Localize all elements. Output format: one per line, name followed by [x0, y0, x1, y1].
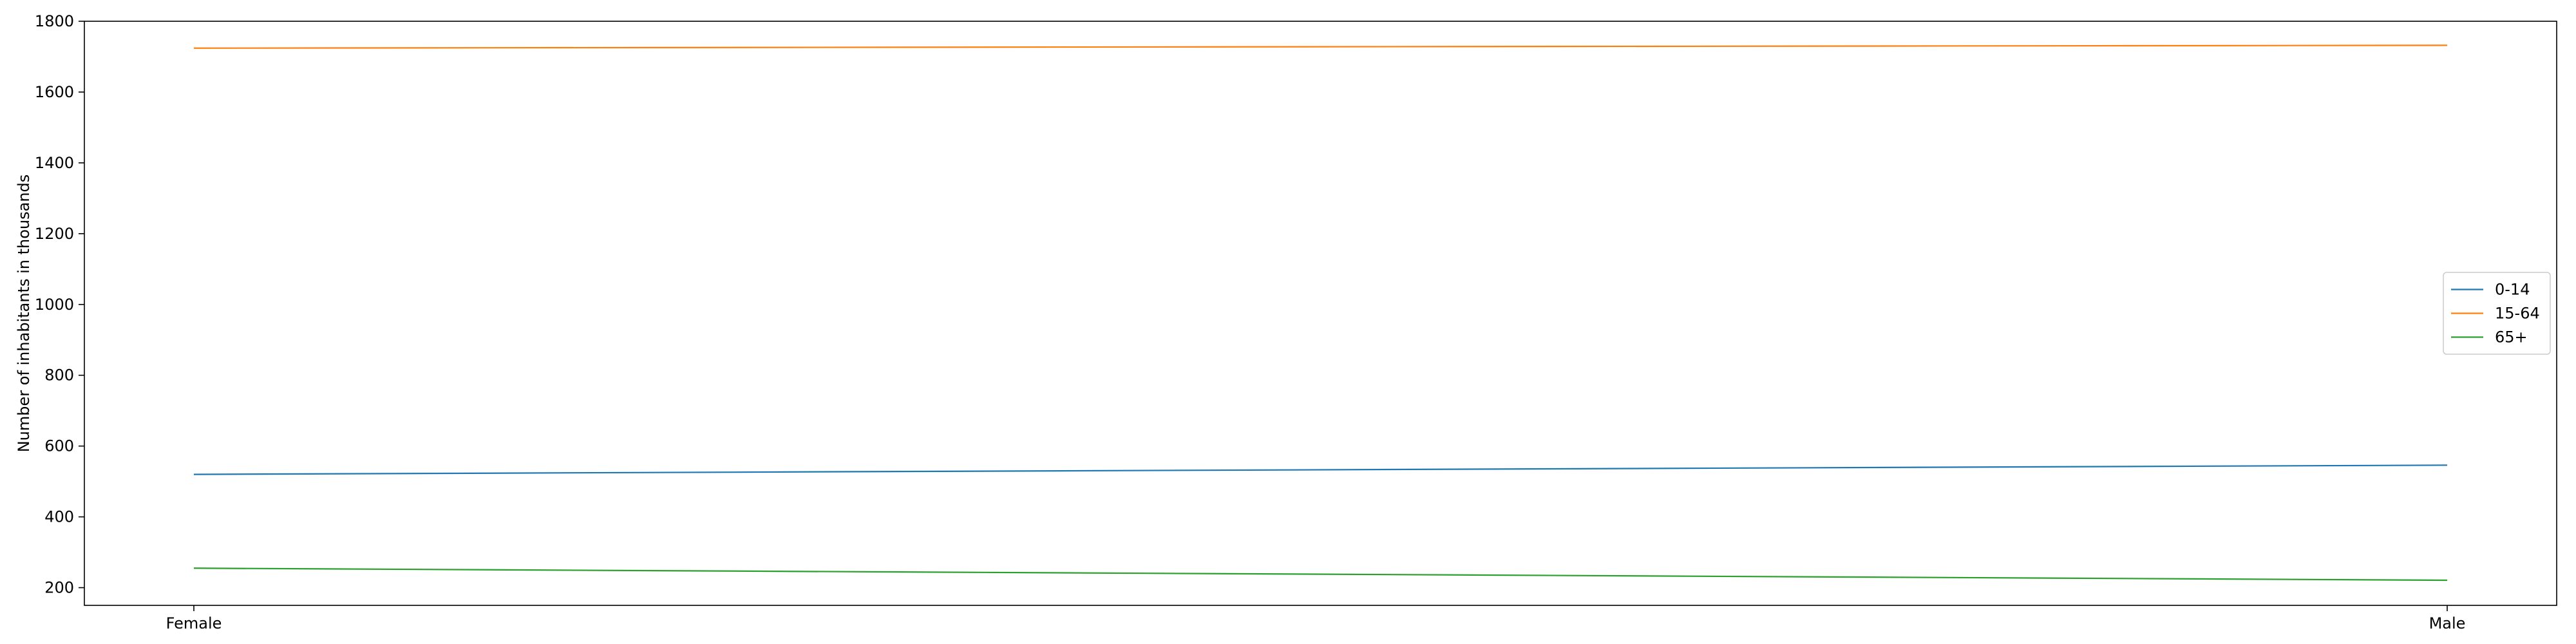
y-tick-label: 1600: [35, 83, 74, 101]
y-tick-label: 1400: [35, 154, 74, 172]
legend-label: 65+: [2495, 328, 2528, 346]
x-tick-label: Female: [166, 614, 222, 632]
x-axis: Female Male: [166, 605, 2466, 632]
series-line-65+: [193, 567, 2448, 582]
series-layer: [193, 44, 2448, 582]
y-axis-label: Number of inhabitants in thousands: [15, 175, 33, 453]
series-line-0-14: [193, 464, 2448, 475]
y-tick-label: 1200: [35, 225, 74, 243]
legend-label: 0-14: [2495, 281, 2530, 299]
y-tick-label: 200: [44, 579, 74, 597]
y-tick-label: 1800: [35, 12, 74, 30]
legend-label: 15-64: [2495, 305, 2540, 323]
legend: 0-14 15-64 65+: [2443, 272, 2551, 355]
y-tick-label: 1000: [35, 296, 74, 314]
plot-area-frame: [84, 21, 2557, 606]
x-tick-label: Male: [2429, 614, 2466, 632]
legend-box: [2443, 272, 2551, 355]
series-line-15-64: [193, 44, 2448, 49]
y-tick-label: 400: [44, 508, 74, 526]
y-tick-label: 800: [44, 366, 74, 384]
y-axis: 200 400 600 800 1000 1200 1400 1600 1800: [35, 12, 84, 597]
y-tick-label: 600: [44, 437, 74, 455]
